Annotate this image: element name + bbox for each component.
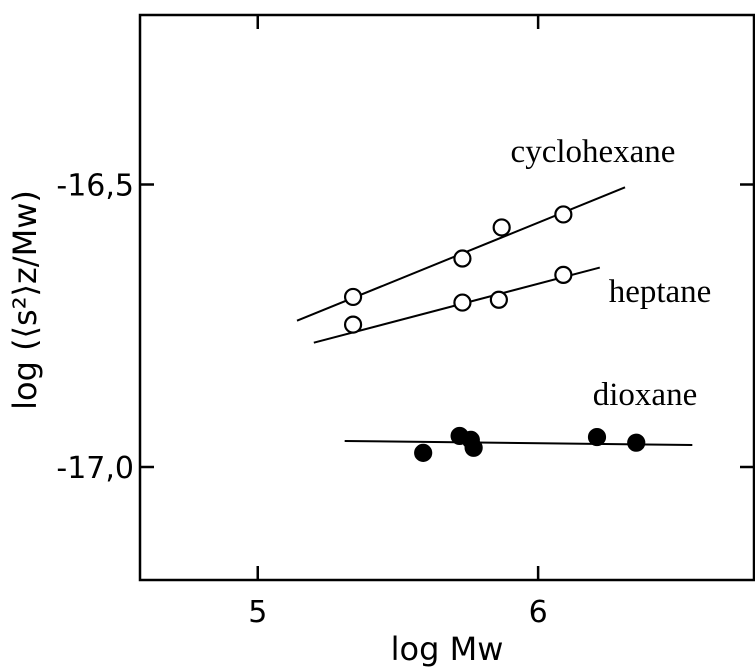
x-tick-label: 6	[529, 595, 548, 630]
point	[343, 315, 363, 334]
point	[627, 433, 646, 452]
point	[489, 290, 508, 309]
point	[464, 438, 483, 457]
x-axis-label: log Mw	[391, 630, 504, 668]
plot-frame	[138, 13, 755, 582]
point	[587, 427, 607, 447]
point	[492, 218, 511, 237]
point	[554, 265, 573, 284]
y-tick-label: -17,0	[56, 451, 134, 486]
point	[343, 287, 363, 307]
point	[453, 293, 472, 312]
series-label: heptane	[609, 274, 712, 310]
x-tick-label: 5	[248, 595, 267, 630]
point	[414, 443, 433, 462]
y-tick-label: -16,5	[56, 169, 134, 204]
series-label: cyclohexane	[511, 134, 676, 170]
point	[554, 205, 573, 224]
point	[453, 249, 472, 268]
y-axis-label: log (⟨s²⟩z/Mw)	[6, 190, 44, 410]
series-label: dioxane	[593, 377, 697, 413]
